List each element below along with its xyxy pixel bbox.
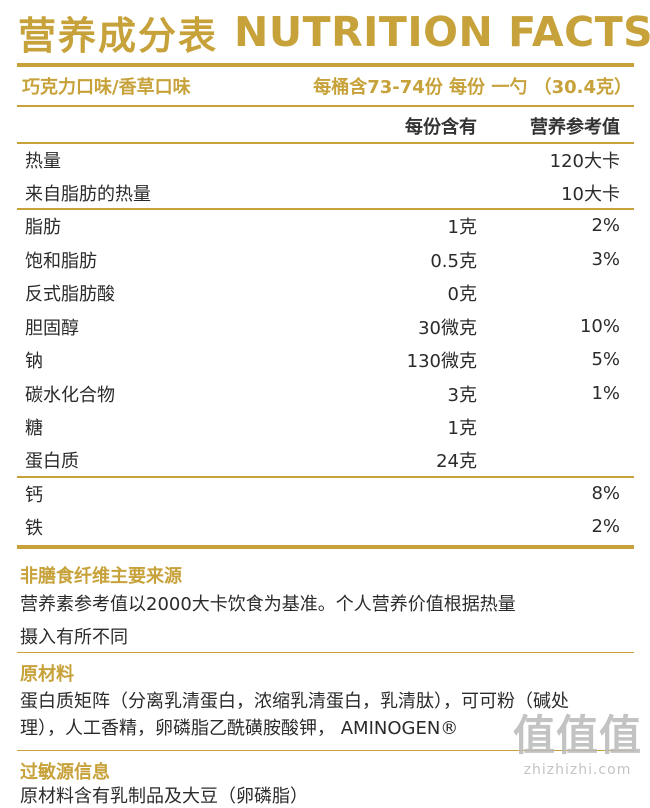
table-row: 热量 120大卡 — [17, 143, 634, 176]
table-row: 钙 8% — [17, 477, 634, 510]
nutrient-daily-value: 10大卡 — [561, 183, 620, 205]
nutrient-daily-value: 2% — [591, 516, 620, 537]
allergen-title: 过敏源信息 — [20, 762, 110, 783]
subtitle-rule — [17, 105, 634, 107]
nutrient-amount: 24克 — [436, 450, 477, 472]
nutrient-name: 碳水化合物 — [25, 384, 115, 406]
section-divider — [17, 750, 634, 751]
nutrient-daily-value: 5% — [591, 349, 620, 370]
nutrient-name: 热量 — [25, 150, 61, 172]
nutrient-daily-value: 2% — [591, 215, 620, 236]
nutrient-name: 反式脂肪酸 — [25, 283, 115, 305]
nutrient-name: 钙 — [25, 484, 43, 506]
nutrient-name: 来自脂肪的热量 — [25, 183, 151, 205]
fiber-note-title: 非膳食纤维主要来源 — [20, 566, 182, 587]
nutrient-name: 钠 — [25, 350, 43, 372]
fiber-note-line: 摄入有所不同 — [20, 627, 128, 648]
nutrient-daily-value: 10% — [579, 316, 620, 337]
table-row: 反式脂肪酸 0克 — [17, 276, 634, 309]
watermark-logo: 值值值 — [512, 711, 642, 760]
title-rule — [17, 63, 634, 67]
nutrient-daily-value: 8% — [591, 483, 620, 504]
table-row: 碳水化合物 3克 1% — [17, 377, 634, 410]
nutrient-name: 胆固醇 — [25, 317, 79, 339]
section-divider — [17, 652, 634, 653]
group-rule — [17, 476, 634, 478]
nutrient-daily-value: 3% — [591, 249, 620, 270]
nutrient-daily-value: 1% — [591, 383, 620, 404]
serving-info: 巧克力口味/香草口味 每桶含73-74份 每份 一勺 （30.4克） — [22, 70, 632, 102]
column-header-amount: 每份含有 — [405, 117, 477, 138]
watermark: 值值值 zhizhizhi.com — [512, 711, 642, 779]
flavor-text: 巧克力口味/香草口味 — [22, 77, 191, 98]
nutrient-daily-value: 120大卡 — [549, 150, 620, 172]
group-rule — [17, 208, 634, 210]
nutrient-name: 脂肪 — [25, 216, 61, 238]
nutrient-name: 糖 — [25, 417, 43, 439]
nutrient-name: 铁 — [25, 517, 43, 539]
ingredients-title: 原材料 — [20, 664, 74, 685]
nutrient-amount: 1克 — [447, 216, 477, 238]
table-row: 脂肪 1克 2% — [17, 209, 634, 242]
label-title: 营养成分表 NUTRITION FACTS — [18, 4, 650, 60]
table-row: 来自脂肪的热量 10大卡 — [17, 176, 634, 209]
watermark-url: zhizhizhi.com — [523, 762, 632, 778]
nutrient-name: 饱和脂肪 — [25, 250, 97, 272]
nutrient-amount: 1克 — [447, 417, 477, 439]
table-row: 铁 2% — [17, 510, 634, 543]
title-chinese: 营养成分表 — [18, 13, 219, 58]
fiber-note-line: 营养素参考值以2000大卡饮食为基准。个人营养价值根据热量 — [20, 594, 516, 615]
table-row: 钠 130微克 5% — [17, 343, 634, 376]
table-row: 糖 1克 — [17, 410, 634, 443]
table-bottom-rule — [17, 545, 634, 549]
title-english: NUTRITION FACTS — [234, 8, 650, 56]
table-row: 饱和脂肪 0.5克 3% — [17, 243, 634, 276]
nutrient-amount: 3克 — [447, 384, 477, 406]
nutrient-amount: 130微克 — [406, 350, 477, 372]
table-row: 胆固醇 30微克 10% — [17, 310, 634, 343]
ingredients-line: 理），人工香精，卵磷脂乙酰磺胺酸钾， AMINOGEN® — [20, 718, 459, 739]
nutrient-name: 蛋白质 — [25, 450, 79, 472]
nutrient-amount: 0克 — [447, 283, 477, 305]
nutrient-amount: 30微克 — [418, 317, 477, 339]
ingredients-line: 蛋白质矩阵（分离乳清蛋白，浓缩乳清蛋白，乳清肽），可可粉（碱处 — [20, 691, 569, 712]
allergen-line: 原材料含有乳制品及大豆（卵磷脂） — [20, 786, 308, 807]
nutrient-amount: 0.5克 — [430, 250, 477, 272]
header-rule — [17, 142, 634, 144]
table-row: 蛋白质 24克 — [17, 443, 634, 476]
column-header-daily-value: 营养参考值 — [530, 117, 620, 138]
serving-text: 每桶含73-74份 每份 一勺 （30.4克） — [313, 77, 632, 98]
